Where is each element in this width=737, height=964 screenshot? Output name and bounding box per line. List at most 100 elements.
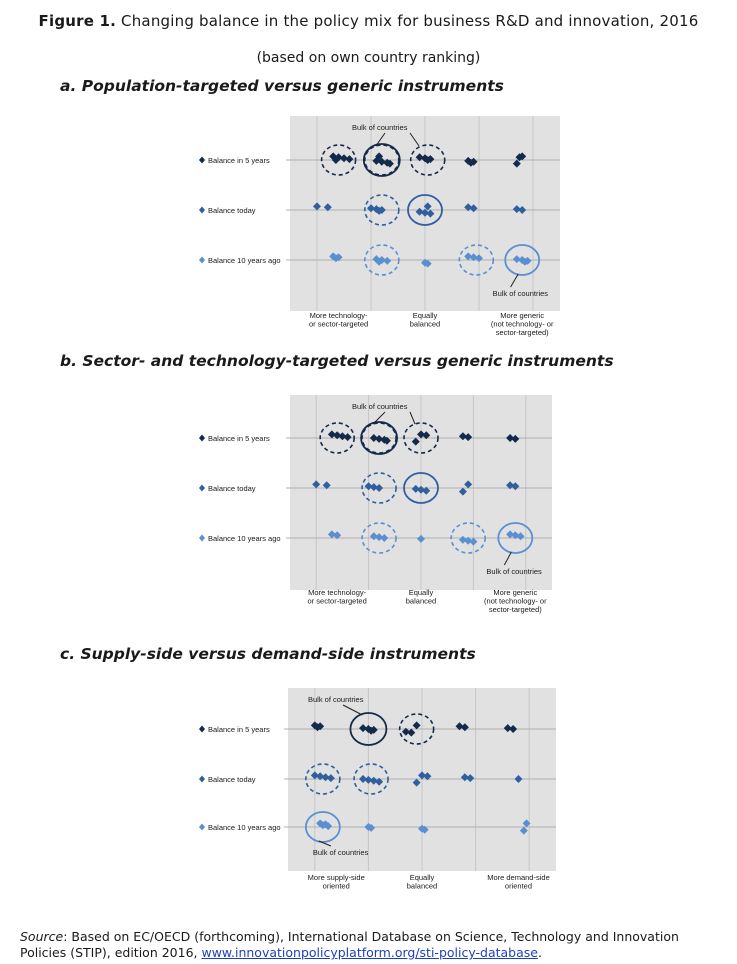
data-point [418,771,426,780]
data-point [372,205,381,214]
data-point [367,823,376,832]
x-axis-label-2: More generic (not technology- or sector-ta… [484,588,547,614]
data-point [464,480,473,489]
legend-marker-1 [199,775,205,783]
data-point [359,724,368,733]
data-point [331,254,340,263]
data-point [313,202,321,211]
data-point [331,156,340,164]
data-point [367,204,375,213]
bulk-label-top: Bulk of countries [308,695,364,704]
data-point [415,207,424,216]
x-axis-label-0: More technology-or sector-targeted [309,311,368,329]
legend-label-0: Balance in 5 years [208,156,270,165]
data-point [511,434,520,443]
data-point [401,727,410,736]
data-point [310,721,319,730]
bulk-label-top: Bulk of countries [352,402,408,411]
bulk-label-bottom: Bulk of countries [486,567,542,576]
bulk-label-bottom: Bulk of countries [493,289,549,298]
data-point [464,433,473,442]
cluster-ring-today [364,194,400,226]
data-point [340,154,348,163]
x-axis-label-line: More generic [500,311,544,320]
data-point [426,209,435,218]
data-point [516,532,525,541]
data-point [316,819,325,828]
x-axis-label-line: More technology- [310,311,368,320]
bulk-arrow-bottom [318,840,332,847]
x-axis-label-2: More demand-side oriented [487,873,550,891]
cluster-ring-10y [497,522,534,554]
cluster-ring-10y [361,522,397,554]
x-axis-label-line: (not technology- or [484,597,547,606]
data-point [375,484,384,492]
cluster-ring-today [361,472,397,504]
data-point [324,822,333,831]
x-axis-label-0: More supply-side oriented [308,873,365,891]
x-axis-label-line: oriented [505,882,532,891]
x-axis-label-line: sector-targeted) [496,328,549,337]
cluster-ring-5y-bulk [349,712,388,746]
legend-label-0: Balance in 5 years [208,725,270,734]
data-point [464,203,473,212]
data-point [412,778,421,787]
legend-2: Balance 10 years ago [199,256,281,265]
data-point [375,777,384,786]
source-link[interactable]: www.innovationpolicyplatform.org/sti-pol… [201,945,538,960]
data-point [369,532,378,541]
data-point [423,202,432,211]
x-axis-label-line: balanced [410,320,440,329]
legend-marker-0 [199,434,205,442]
data-point [334,153,343,162]
legend-marker-2 [199,256,205,264]
panel-b-heading: b. Sector- and technology-targeted versu… [60,352,614,370]
data-point [421,208,429,217]
panel-a-heading: a. Population-targeted versus generic in… [60,77,504,95]
data-point [367,726,376,735]
data-point [503,724,512,733]
data-point [417,485,425,494]
data-point [380,534,389,542]
legend-label-1: Balance today [208,484,256,493]
cluster-ring-5y-bulk [362,143,401,177]
x-axis-label-line: More technology- [308,588,366,597]
data-point [377,256,386,264]
data-point [423,772,432,781]
legend-marker-1 [199,484,205,492]
legend-1: Balance today [199,484,256,493]
source-suffix: . [537,945,542,960]
data-point [519,826,528,835]
data-point [506,481,515,490]
bulk-arrow-top [372,411,386,425]
data-point [458,535,467,544]
data-point [514,775,523,783]
x-axis-label-line: Equally [413,311,438,320]
data-point [322,481,331,490]
cluster-ring-5y [361,422,397,454]
x-axis-label-2: More generic (not technology- or sector-ta… [491,311,554,337]
legend-label-2: Balance 10 years ago [208,256,281,265]
data-point [464,252,473,261]
data-point [375,152,384,161]
legend-label-1: Balance today [208,206,256,215]
data-point [506,530,515,539]
data-point [369,434,378,442]
data-point [407,728,416,737]
cluster-ring-5y [320,144,357,176]
data-point [329,252,338,261]
legend-marker-2 [199,823,205,831]
bulk-arrow-top-2 [409,411,416,425]
data-point [520,257,529,266]
data-point [458,487,467,496]
source-text: : Based on EC/OECD (forthcoming), Intern… [20,929,679,960]
source-label: Source [20,929,64,944]
cluster-ring-5y [364,144,400,176]
x-axis-label-line: sector-targeted) [489,605,542,614]
data-point [423,259,432,268]
data-point [359,775,368,783]
data-point [364,482,373,491]
panel-c-chart: Balance in 5 years Balance today Balance 1… [199,688,556,891]
bulk-arrow-top [342,704,363,716]
x-axis-label-line: or sector-targeted [309,320,368,329]
